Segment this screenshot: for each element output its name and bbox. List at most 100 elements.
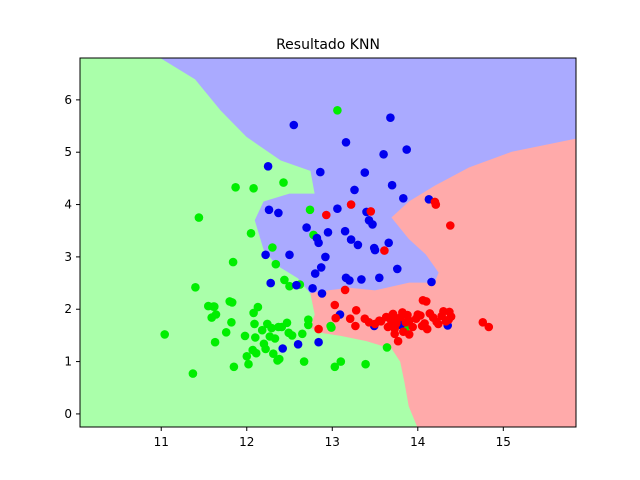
data-point	[380, 246, 389, 255]
x-tick-label: 15	[496, 435, 511, 449]
data-point	[271, 259, 281, 269]
data-point	[404, 330, 414, 339]
data-point	[240, 331, 250, 341]
data-point	[390, 329, 400, 339]
plot-frame	[79, 57, 577, 428]
data-point	[279, 178, 288, 187]
data-point	[231, 183, 240, 192]
data-point	[270, 334, 280, 343]
data-point	[316, 263, 326, 272]
data-point	[416, 311, 425, 320]
data-point	[387, 180, 397, 190]
data-point	[282, 318, 292, 328]
data-point	[257, 325, 267, 335]
data-points	[160, 106, 494, 378]
data-point	[246, 229, 256, 238]
data-point	[275, 354, 284, 364]
data-point	[267, 323, 276, 333]
data-point	[314, 238, 323, 248]
data-point	[330, 300, 340, 310]
data-point	[251, 333, 260, 342]
data-point	[253, 302, 263, 312]
data-point	[341, 138, 351, 147]
data-point	[269, 349, 278, 359]
data-point	[336, 357, 346, 366]
data-point	[404, 316, 414, 326]
data-point	[370, 245, 380, 255]
data-point	[340, 226, 350, 236]
data-point	[360, 168, 370, 177]
x-tick-label: 14	[410, 435, 425, 449]
data-point	[350, 185, 359, 195]
data-point	[382, 343, 392, 352]
data-point	[280, 275, 289, 285]
y-axis: 0 1 2 3 4 5 6	[64, 93, 80, 421]
y-tick-label: 4	[64, 198, 72, 212]
data-point	[321, 252, 330, 262]
data-point	[375, 273, 384, 283]
data-point	[160, 330, 169, 339]
data-point	[353, 240, 363, 250]
data-point	[393, 336, 403, 346]
data-point	[263, 162, 273, 171]
data-point	[285, 281, 294, 291]
data-point	[188, 369, 198, 378]
x-tick-label: 12	[239, 435, 254, 449]
data-point	[228, 257, 238, 267]
data-point	[393, 264, 402, 274]
data-point	[308, 284, 317, 293]
data-point	[298, 329, 307, 339]
data-point	[434, 319, 443, 329]
data-point	[264, 205, 274, 215]
data-point	[333, 204, 342, 213]
y-tick-label: 6	[64, 93, 72, 107]
data-point	[399, 194, 408, 203]
data-point	[379, 150, 388, 159]
data-point	[422, 297, 431, 306]
data-point	[289, 120, 299, 130]
data-point	[366, 207, 376, 216]
data-point	[478, 318, 488, 327]
data-point	[292, 280, 301, 290]
data-point	[340, 285, 350, 295]
data-point	[305, 205, 315, 215]
data-point	[287, 331, 297, 340]
data-point	[285, 250, 294, 260]
data-point	[244, 359, 253, 369]
x-axis: 11 12 13 14 15	[154, 427, 511, 449]
data-point	[384, 238, 394, 248]
data-point	[304, 320, 313, 330]
data-point	[351, 306, 361, 315]
data-point	[191, 283, 200, 292]
data-point	[368, 220, 377, 229]
data-point	[323, 228, 333, 237]
data-point	[299, 357, 309, 366]
data-point	[446, 221, 455, 230]
data-point	[314, 337, 323, 347]
data-point	[484, 322, 494, 332]
data-point	[268, 243, 277, 252]
data-point	[249, 184, 258, 193]
region-red	[310, 138, 576, 427]
data-point	[331, 313, 341, 323]
data-point	[330, 362, 340, 372]
y-tick-label: 1	[64, 355, 72, 369]
data-point	[402, 145, 412, 154]
data-point	[227, 318, 236, 327]
data-point	[386, 113, 395, 122]
data-point	[357, 275, 366, 284]
data-point	[427, 277, 436, 287]
data-point	[317, 289, 327, 298]
data-point	[250, 319, 259, 329]
data-point	[221, 328, 231, 337]
data-point	[211, 310, 221, 319]
data-point	[314, 324, 323, 334]
y-tick-label: 5	[64, 145, 72, 159]
data-point	[310, 269, 320, 278]
x-tick-label: 13	[325, 435, 340, 449]
data-point	[210, 337, 220, 347]
data-point	[327, 323, 336, 332]
data-point	[316, 167, 325, 177]
y-tick-label: 2	[64, 302, 72, 316]
